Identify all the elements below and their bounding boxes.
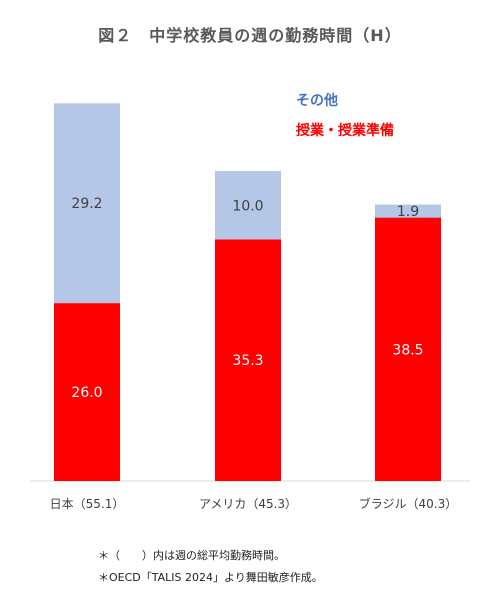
footnote-average-hours: ＊（ ）内は週の総平均勤務時間。 <box>98 549 285 562</box>
footnote-source: ＊OECD「TALIS 2024」より舞田敏彦作成。 <box>98 571 323 584</box>
category-labels: 日本（55.1） アメリカ（45.3） ブラジル（40.3） <box>50 496 458 511</box>
data-label-class-prep-0: 26.0 <box>71 385 102 401</box>
data-label-class-prep-1: 35.3 <box>232 353 263 369</box>
data-label-class-prep-2: 38.5 <box>392 342 423 358</box>
footnotes: ＊（ ）内は週の総平均勤務時間。 ＊OECD「TALIS 2024」より舞田敏彦… <box>98 545 323 589</box>
bar-class-prep-2 <box>375 217 441 481</box>
category-label-2: ブラジル（40.3） <box>359 496 457 511</box>
bar-other-0 <box>54 103 120 304</box>
data-labels: 26.0 29.2 35.3 10.0 38.5 1.9 <box>71 196 423 401</box>
data-label-other-2: 1.9 <box>397 204 419 220</box>
chart-title: 図２ 中学校教員の週の勤務時間（H） <box>98 26 402 45</box>
bar-class-prep-0 <box>54 303 120 481</box>
bars <box>54 103 441 481</box>
category-label-1: アメリカ（45.3） <box>199 497 297 511</box>
bar-other-2 <box>375 204 441 218</box>
legend-item-other: その他 <box>296 92 338 109</box>
data-label-other-1: 10.0 <box>232 198 263 214</box>
bar-class-prep-1 <box>215 239 281 481</box>
bar-other-1 <box>215 171 281 240</box>
data-label-other-0: 29.2 <box>71 196 102 212</box>
legend-item-class-prep: 授業・授業準備 <box>296 122 394 139</box>
category-label-0: 日本（55.1） <box>50 497 125 511</box>
